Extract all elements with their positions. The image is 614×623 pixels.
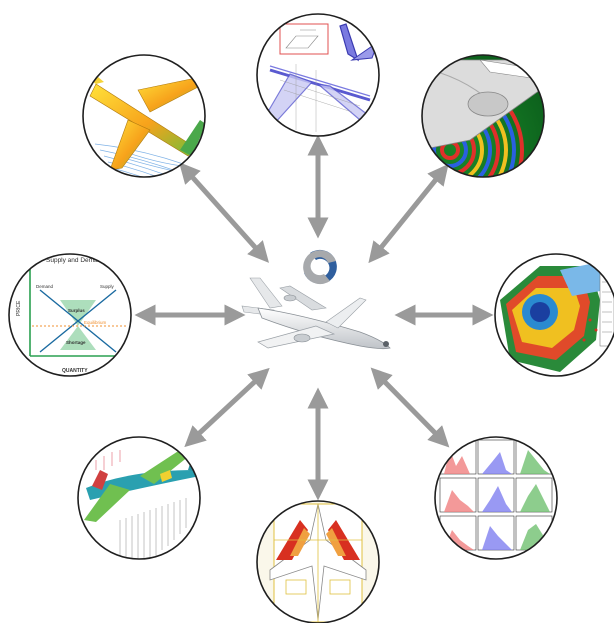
arrow-acoustics [375,172,442,255]
sd-ylabel: PRICE [16,300,22,316]
airplane-icon [242,278,390,349]
sd-shortage: Shortage [66,340,86,345]
engine-acoustic-wave-icon [378,60,545,222]
sd-supply: Supply [100,284,115,289]
satellite-supply-demand: Supply and Demand PRICE QUANTITY Demand … [8,252,138,382]
satellite-cad-wireframe [255,12,385,142]
sd-demand: Demand [36,284,54,289]
arrow-spectra [378,375,442,440]
center-hub [242,250,390,349]
connector-arrows [145,145,483,490]
sd-xlabel: QUANTITY [62,368,88,374]
satellite-acoustics-engine [378,52,550,222]
sd-equilibrium: Equilibrium [84,320,107,325]
satellite-structural-loads [75,434,205,564]
satellite-engine-fem [492,252,614,382]
aircraft-planform-drawing-icon [270,504,366,622]
swirl-logo-icon [303,250,337,284]
satellite-planform-drawing [255,499,385,623]
satellite-spectra-plots [432,434,562,564]
sd-surplus: Surplus [68,308,85,313]
arrow-structural [192,375,262,440]
arrow-cfd [186,170,262,255]
